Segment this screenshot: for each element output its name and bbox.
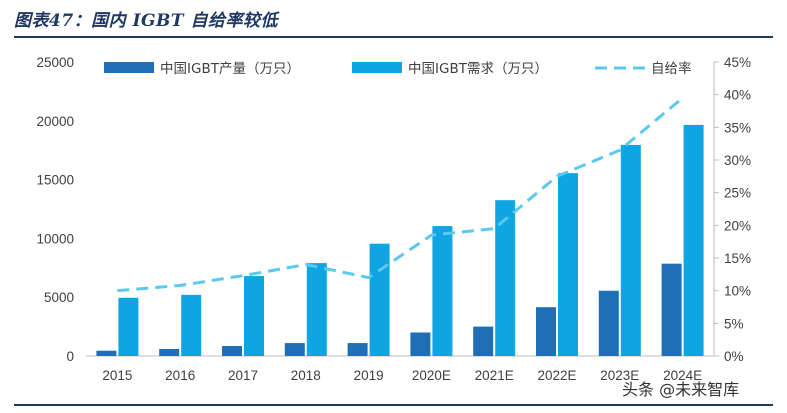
demand-bar bbox=[118, 297, 139, 356]
x-tick-label: 2024E bbox=[663, 368, 702, 383]
x-tick-label: 2018 bbox=[291, 368, 321, 383]
production-bar bbox=[96, 350, 117, 356]
demand-bar bbox=[495, 200, 516, 356]
y-left-tick-label: 0 bbox=[66, 349, 74, 364]
x-tick-label: 2020E bbox=[412, 368, 451, 383]
y-right-tick-label: 20% bbox=[724, 218, 751, 233]
x-tick-label: 2016 bbox=[165, 368, 195, 383]
y-right-tick-label: 25% bbox=[724, 186, 751, 201]
production-bar bbox=[347, 343, 368, 356]
x-tick-label: 2015 bbox=[102, 368, 132, 383]
legend-ratio-label: 自给率 bbox=[651, 60, 692, 77]
demand-bar bbox=[620, 144, 641, 356]
self-sufficiency-line bbox=[117, 96, 684, 293]
legend-demand-label: 中国IGBT需求（万只） bbox=[408, 61, 548, 77]
y-left-tick-label: 25000 bbox=[36, 55, 74, 70]
y-right-tick-label: 10% bbox=[724, 284, 751, 299]
y-right-tick-label: 15% bbox=[724, 251, 751, 266]
x-tick-label: 2022E bbox=[537, 368, 576, 383]
x-tick-label: 2023E bbox=[600, 368, 639, 383]
demand-bar bbox=[244, 276, 264, 356]
y-right-tick-label: 30% bbox=[724, 153, 751, 168]
legend-production-label: 中国IGBT产量（万只） bbox=[160, 61, 300, 77]
production-bar bbox=[159, 348, 180, 356]
y-right-tick-label: 45% bbox=[724, 55, 751, 70]
production-bar bbox=[284, 343, 305, 356]
legend-production-swatch bbox=[104, 62, 154, 73]
demand-bar bbox=[558, 173, 578, 356]
x-tick-label: 2021E bbox=[475, 368, 514, 383]
y-right-tick-label: 40% bbox=[724, 88, 751, 103]
watermark: 头条 @未来智库 bbox=[622, 380, 740, 399]
y-left-tick-label: 20000 bbox=[36, 114, 74, 129]
production-bar bbox=[598, 290, 619, 356]
y-right-tick-label: 35% bbox=[724, 120, 751, 135]
demand-bar bbox=[683, 124, 704, 356]
production-bar bbox=[473, 326, 494, 356]
production-bar bbox=[536, 307, 556, 356]
production-bar bbox=[661, 263, 682, 356]
demand-bar bbox=[369, 243, 390, 356]
demand-bar bbox=[181, 294, 202, 356]
demand-bar bbox=[432, 226, 453, 356]
y-right-tick-label: 0% bbox=[724, 349, 744, 364]
y-right-tick-label: 5% bbox=[724, 316, 744, 331]
y-left-tick-label: 15000 bbox=[36, 173, 74, 188]
figure-title: 图表47：国内 IGBT 自给率较低 bbox=[14, 11, 278, 31]
production-bar bbox=[410, 332, 431, 356]
legend-demand-swatch bbox=[352, 62, 402, 73]
bottom-rule bbox=[14, 404, 773, 406]
x-tick-label: 2017 bbox=[228, 368, 258, 383]
production-bar bbox=[222, 346, 242, 356]
y-left-tick-label: 10000 bbox=[36, 231, 74, 246]
y-left-tick-label: 5000 bbox=[44, 290, 74, 305]
title-rule bbox=[14, 36, 773, 38]
x-tick-label: 2019 bbox=[354, 368, 384, 383]
demand-bar bbox=[306, 263, 327, 356]
